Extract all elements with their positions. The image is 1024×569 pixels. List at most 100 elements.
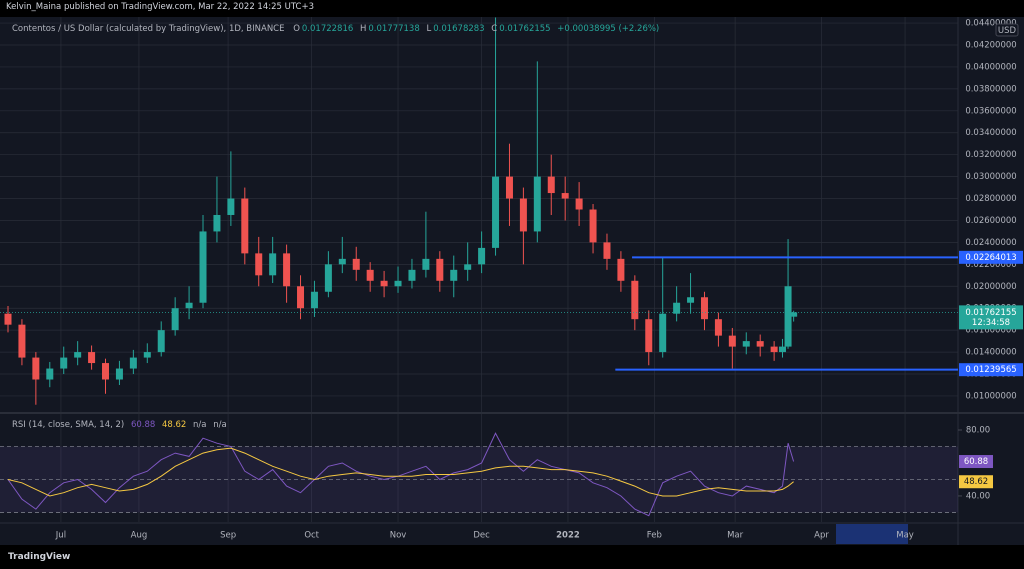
rsi-title: RSI (14, close, SMA, 14, 2) [12, 420, 125, 430]
candle-body [32, 357, 40, 380]
price-legend: Contentos / US Dollar (calculated by Tra… [12, 24, 663, 34]
candle-body [338, 258, 346, 265]
candle-body [673, 302, 681, 314]
change-label: +0.00038995 (+2.26%) [557, 24, 660, 34]
candle-body [60, 357, 68, 369]
y-tick-label: 0.03800000 [965, 84, 1016, 94]
na-label: n/a [193, 420, 207, 430]
candle-body [756, 341, 764, 347]
y-tick-label: 0.01600000 [965, 326, 1016, 336]
candle-body [505, 176, 513, 199]
candle-body [297, 286, 305, 309]
candle-body [269, 253, 277, 276]
x-tick-label: Apr [814, 531, 829, 541]
candle-body [171, 308, 179, 331]
publisher-note: Kelvin_Maina published on TradingView.co… [6, 2, 315, 12]
candle-body [575, 198, 583, 210]
candle-body [436, 258, 444, 281]
y-tick-label: 0.02800000 [965, 194, 1016, 204]
candle-body [4, 313, 12, 325]
countdown-label: 12:34:58 [972, 318, 1010, 328]
x-tick-label: Sep [220, 531, 236, 541]
y-tick-label: 0.03600000 [965, 106, 1016, 116]
x-tick-label: May [896, 531, 914, 541]
ohlc-key: L [426, 24, 432, 34]
rsi-tick-label: 40.00 [966, 491, 990, 501]
candle-body [115, 368, 123, 380]
candle-body [492, 176, 500, 248]
rsi-value: 60.88 [130, 420, 156, 430]
candle-body [185, 302, 193, 309]
candle-body [213, 214, 221, 232]
y-tick-label: 0.04000000 [965, 62, 1016, 72]
rsi-sma-badge [959, 475, 993, 489]
candle-body [603, 242, 611, 259]
candle-body [687, 297, 695, 303]
y-tick-label: 0.02200000 [965, 260, 1016, 270]
symbol-title: Contentos / US Dollar (calculated by Tra… [12, 24, 285, 34]
candle-body [394, 280, 402, 287]
rsi-line [7, 432, 795, 517]
rsi-sma-line [7, 447, 794, 497]
y-tick-label: 0.03400000 [965, 128, 1016, 138]
candle-body [700, 297, 708, 320]
candle-body [589, 209, 597, 243]
x-tick-label: Dec [473, 531, 490, 541]
candle-body [450, 269, 458, 281]
currency-box [995, 23, 1019, 37]
chart-background [0, 17, 1024, 545]
y-tick-label: 0.02600000 [965, 216, 1016, 226]
candle-body [352, 258, 360, 270]
y-tick-label: 0.04400000 [965, 19, 1016, 29]
y-tick-label: 0.01000000 [965, 391, 1016, 401]
y-tick-label: 0.01400000 [965, 348, 1016, 358]
candle-body [561, 193, 569, 199]
na-label: n/a [213, 420, 227, 430]
rsi-badge [959, 455, 993, 469]
y-tick-label: 0.03000000 [965, 172, 1016, 182]
candle-body [478, 247, 486, 265]
y-tick-label: 0.04200000 [965, 40, 1016, 50]
rsi-sma-value: 48.62 [162, 420, 187, 430]
brand: TradingView [8, 552, 71, 562]
candle-body [324, 264, 332, 292]
candle-body [422, 258, 430, 270]
price-level-label: 0.02264013 [965, 253, 1016, 263]
candle-body [659, 313, 667, 353]
candle-body [74, 352, 82, 358]
x-tick-label: Oct [304, 531, 319, 541]
ohlc-key: H [359, 24, 367, 34]
candle-body [241, 198, 249, 254]
candle-body [533, 176, 541, 232]
candle-body [742, 341, 750, 347]
candle-body [283, 253, 291, 287]
x-tick-label: Aug [131, 531, 148, 541]
y-tick-label: 0.02400000 [965, 238, 1016, 248]
candle-body [547, 176, 555, 194]
rsi-legend: RSI (14, close, SMA, 14, 2) 60.88 48.62 … [12, 420, 227, 430]
last-price-badge [959, 305, 1023, 330]
price-level-label: 0.01239565 [965, 365, 1016, 375]
candle-body [617, 258, 625, 281]
candle-body [728, 335, 736, 347]
candle-body [464, 264, 472, 270]
candle-body [778, 346, 786, 353]
candle-body [199, 231, 207, 303]
candle-body [770, 346, 778, 353]
rsi-tick-label: 80.00 [966, 426, 990, 436]
candle-body [790, 312, 798, 317]
x-tick-label: Feb [647, 531, 662, 541]
candle-body [408, 269, 416, 281]
candle-body [714, 319, 722, 336]
candle-body [784, 286, 792, 347]
candle-body [18, 324, 26, 358]
ohlc-value: 0.01777138 [368, 24, 420, 34]
ohlc-key: C [491, 24, 498, 34]
ohlc-value: 0.01678283 [433, 24, 485, 34]
candle-body [366, 269, 374, 281]
y-tick-label: 0.02000000 [965, 282, 1016, 292]
candle-body [255, 253, 263, 276]
currency-label: USD [998, 26, 1017, 36]
x-tick-label: 2022 [556, 531, 580, 541]
